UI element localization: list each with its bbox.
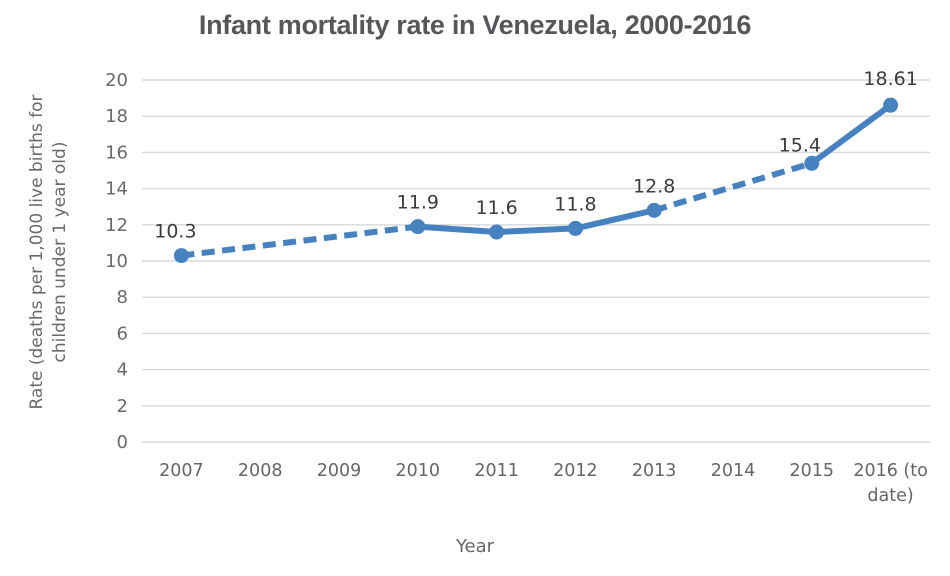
x-tick-label: 2008 <box>237 461 283 481</box>
series-segment-solid <box>417 223 497 236</box>
data-point-label: 11.6 <box>475 197 517 219</box>
data-point-marker <box>173 248 189 264</box>
data-point-marker <box>804 155 820 171</box>
y-tick-label: 18 <box>105 106 128 127</box>
data-point-label: 15.4 <box>779 134 821 156</box>
data-point-label: 10.3 <box>154 221 196 243</box>
data-point-label: 12.8 <box>633 175 675 197</box>
x-tick-label: 2009 <box>316 461 362 481</box>
x-tick-label: 2014 <box>710 461 756 481</box>
series-segment-solid <box>496 225 576 236</box>
x-tick-label: 2012 <box>553 461 598 481</box>
y-tick-label: 6 <box>117 323 128 344</box>
x-tick-label: 2016 (to date) <box>853 461 928 507</box>
y-tick-label: 10 <box>105 251 128 272</box>
x-tick-label: 2011 <box>474 461 519 481</box>
y-tick-label: 8 <box>117 287 128 308</box>
series-segment-dashed <box>181 223 419 259</box>
y-tick-label: 2 <box>117 396 128 417</box>
chart-title: Infant mortality rate in Venezuela, 2000… <box>198 10 752 40</box>
y-tick-label: 0 <box>117 432 128 453</box>
series-segment-dashed <box>653 160 813 214</box>
x-tick-label: 2007 <box>159 461 204 481</box>
data-point-marker <box>410 219 426 235</box>
x-tick-label: 2010 <box>395 461 441 481</box>
data-point-marker <box>567 220 583 236</box>
y-tick-label: 12 <box>105 215 128 236</box>
data-point-label: 11.8 <box>554 193 596 215</box>
data-point-label: 18.61 <box>863 68 917 90</box>
data-point-marker <box>489 224 505 240</box>
x-tick-label: 2013 <box>631 461 677 481</box>
data-point-marker <box>646 202 662 218</box>
data-point-label: 11.9 <box>397 192 439 214</box>
series-segment-solid <box>810 102 893 166</box>
x-axis-title: Year <box>455 536 495 557</box>
x-tick-label: 2015 <box>789 461 835 481</box>
y-tick-label: 4 <box>117 360 128 381</box>
y-tick-label: 20 <box>105 70 128 91</box>
series-segment-solid <box>574 207 655 232</box>
y-tick-label: 14 <box>105 179 128 200</box>
y-tick-label: 16 <box>105 142 128 163</box>
x-axis-tick-labels: 2007 2008 2009 2010 2011 2012 2013 2014 2015 2016… <box>142 459 930 510</box>
data-point-marker <box>883 97 899 113</box>
